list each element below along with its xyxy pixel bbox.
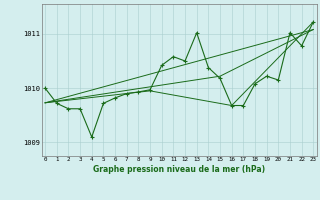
X-axis label: Graphe pression niveau de la mer (hPa): Graphe pression niveau de la mer (hPa) [93, 165, 265, 174]
